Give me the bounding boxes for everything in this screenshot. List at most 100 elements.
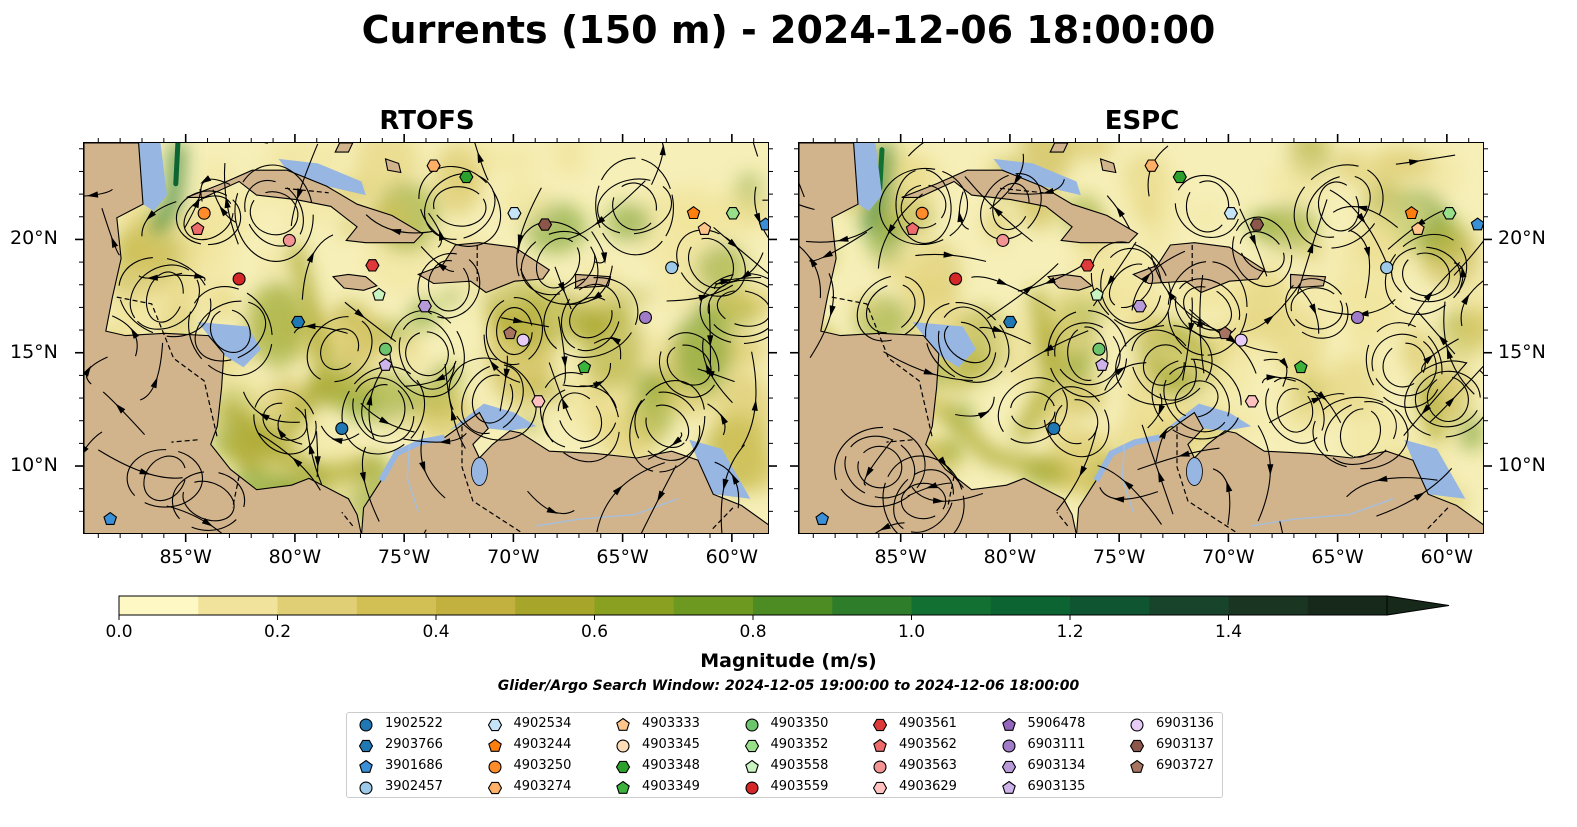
float-marker-4902534: [507, 207, 522, 220]
legend-marker: [1130, 759, 1144, 773]
colorbar-tick-label: 1.4: [1214, 622, 1243, 642]
float-marker-6903136: [1234, 333, 1248, 347]
legend-label: 4903352: [770, 737, 829, 752]
legend-marker-icon: [744, 718, 759, 732]
lon-tick-label: 80°W: [983, 546, 1037, 568]
colorbar-segment: [277, 596, 358, 615]
float-marker-4903333: [1411, 221, 1425, 235]
float-marker-4903563: [282, 233, 296, 247]
legend-label: 4903559: [770, 779, 829, 794]
legend-marker-icon: [872, 718, 888, 732]
float-marker-4903349: [577, 360, 592, 374]
colorbar-segment: [594, 596, 675, 615]
float-marker-4903348: [1172, 170, 1187, 184]
float-marker-2903766: [290, 315, 306, 329]
colorbar-segment: [832, 596, 912, 615]
lon-tick-label: 70°W: [1202, 546, 1255, 568]
lat-tick-label-right: 20°N: [1498, 227, 1546, 250]
legend-label: 4903349: [642, 779, 700, 794]
legend-marker: [487, 781, 502, 795]
float-marker-6903134: [1132, 299, 1147, 313]
float-marker-4903559: [232, 272, 246, 286]
float-legend: 1902522 2903766 3901686 3902457 4902534 49032…: [346, 712, 1223, 798]
float-marker-6903111: [1350, 310, 1365, 325]
panel-title-espc: ESPC: [1104, 106, 1180, 136]
legend-label: 4903629: [899, 779, 957, 794]
colorbar-segment: [515, 596, 595, 615]
search-window-note: Glider/Argo Search Window: 2024-12-05 19…: [497, 678, 1080, 694]
map-espc[interactable]: [798, 142, 1484, 534]
float-marker-4903558: [1090, 287, 1104, 301]
float-marker-3901686: [815, 511, 830, 525]
colorbar-segment: [911, 596, 992, 615]
legend-marker-icon: [616, 780, 630, 794]
colorbar-tick-label: 0.8: [739, 622, 767, 642]
legend-label: 4902534: [513, 716, 572, 731]
float-markers: [103, 159, 768, 525]
legend-label: 4903250: [513, 758, 572, 773]
legend-marker-icon: [1001, 780, 1016, 794]
float-marker-4903349: [1293, 360, 1308, 374]
legend-marker: [359, 718, 373, 732]
colorbar-tick-label: 0.2: [263, 622, 292, 642]
legend-label: 4903348: [642, 758, 700, 773]
colorbar-segment: [1070, 596, 1150, 615]
float-marker-4903562: [190, 221, 205, 235]
lon-tick-label: 60°W: [705, 546, 759, 568]
colorbar-title: Magnitude (m/s): [700, 650, 877, 672]
streamlines: [799, 143, 1483, 533]
figure-title: Currents (150 m) - 2024-12-06 18:00:00: [361, 8, 1216, 52]
legend-label: 6903134: [1027, 758, 1086, 773]
float-marker-4903244: [686, 206, 701, 220]
float-marker-6903135: [378, 357, 393, 371]
lat-tick-label-left: 20°N: [10, 227, 58, 250]
colorbar-segment: [990, 596, 1071, 615]
legend-label: 4903274: [513, 779, 572, 794]
float-marker-4903348: [459, 170, 474, 184]
legend-marker: [744, 781, 759, 795]
legend-marker: [487, 718, 502, 732]
legend-label: 4903562: [899, 737, 957, 752]
legend-marker-icon: [1129, 739, 1145, 753]
legend-marker: [872, 718, 888, 732]
legend-label: 6903111: [1027, 737, 1086, 752]
colorbar-segment: [119, 596, 199, 615]
legend-marker-icon: [359, 759, 373, 773]
colorbar-segment: [673, 596, 754, 615]
legend-marker: [616, 717, 630, 731]
colorbar-segment: [436, 596, 516, 615]
legend-marker: [616, 739, 630, 753]
legend-marker-icon: [744, 781, 759, 795]
float-marker-4903561: [365, 259, 380, 272]
legend-marker-icon: [873, 760, 887, 774]
float-marker-1902522: [1047, 421, 1061, 436]
colorbar-frame: [118, 595, 1387, 616]
legend-label: 2903766: [385, 737, 443, 752]
legend-marker: [873, 738, 887, 752]
float-marker-4903629: [1244, 395, 1260, 408]
legend-marker: [487, 738, 502, 752]
legend-marker: [744, 718, 759, 732]
legend-marker: [1130, 718, 1144, 732]
colorbar-segment: [1228, 596, 1309, 615]
colorbar-tick-label: 0.4: [422, 622, 450, 642]
legend-marker: [1001, 780, 1016, 794]
lon-tick-label: 65°W: [596, 546, 649, 568]
legend-marker-icon: [487, 781, 502, 795]
legend-marker: [1001, 739, 1016, 753]
lat-tick-label-right: 10°N: [1498, 454, 1546, 477]
lon-tick-label: 80°W: [268, 546, 322, 568]
colorbar-tick-label: 0.6: [580, 622, 609, 642]
float-marker-6903727: [503, 326, 517, 340]
legend-marker: [615, 760, 631, 774]
legend-label: 4903558: [770, 758, 829, 773]
map-rtofs[interactable]: [83, 142, 769, 534]
colorbar-segment: [753, 596, 833, 615]
float-marker-3902457: [665, 261, 679, 275]
float-marker-6903111: [638, 310, 653, 325]
legend-label: 4903563: [899, 758, 957, 773]
legend-label: 3902457: [385, 779, 443, 794]
float-marker-4903559: [949, 272, 963, 286]
float-marker-2903766: [1002, 315, 1018, 329]
float-marker-4903561: [1080, 259, 1095, 272]
